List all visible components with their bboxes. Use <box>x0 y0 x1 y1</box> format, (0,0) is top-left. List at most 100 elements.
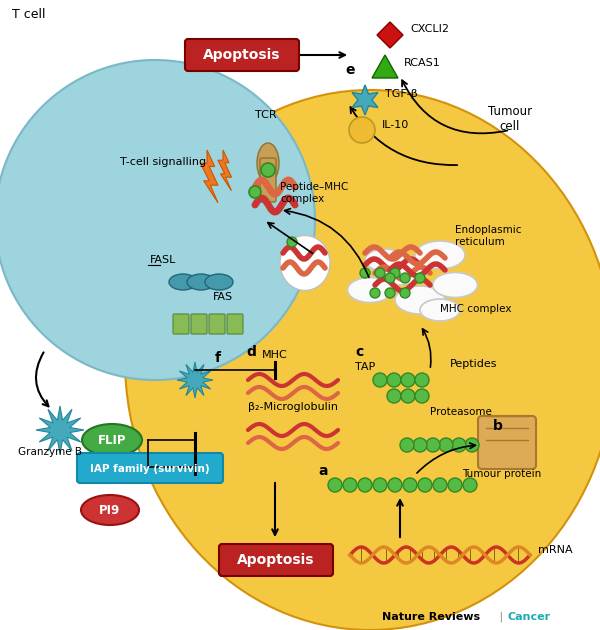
Circle shape <box>463 478 477 492</box>
Circle shape <box>249 186 261 198</box>
Text: TGF-β: TGF-β <box>385 89 418 99</box>
Ellipse shape <box>395 286 445 314</box>
Text: IL-10: IL-10 <box>382 120 409 130</box>
Text: Endoplasmic
reticulum: Endoplasmic reticulum <box>455 226 521 247</box>
Text: FLIP: FLIP <box>98 433 126 447</box>
Circle shape <box>375 268 385 278</box>
Circle shape <box>373 373 387 387</box>
Polygon shape <box>372 55 398 78</box>
Ellipse shape <box>257 143 279 183</box>
Text: f: f <box>215 351 221 365</box>
Circle shape <box>418 478 432 492</box>
Circle shape <box>387 389 401 403</box>
Ellipse shape <box>82 424 142 456</box>
Text: c: c <box>355 345 363 359</box>
Circle shape <box>287 237 297 247</box>
Text: MHC complex: MHC complex <box>440 304 511 314</box>
FancyBboxPatch shape <box>209 314 225 334</box>
Circle shape <box>400 288 410 298</box>
Text: MHC: MHC <box>262 350 288 360</box>
Polygon shape <box>177 362 213 398</box>
Circle shape <box>413 438 427 452</box>
Text: RCAS1: RCAS1 <box>404 58 441 68</box>
Text: mRNA: mRNA <box>538 545 572 555</box>
Circle shape <box>388 478 402 492</box>
Text: Proteasome: Proteasome <box>430 407 492 417</box>
Circle shape <box>360 268 370 278</box>
Text: Granzyme B: Granzyme B <box>18 447 82 457</box>
Text: T cell: T cell <box>12 8 46 21</box>
Ellipse shape <box>365 249 405 271</box>
Polygon shape <box>36 406 84 454</box>
Polygon shape <box>352 85 378 115</box>
Text: Tumour protein: Tumour protein <box>462 469 541 479</box>
Ellipse shape <box>415 241 465 269</box>
Circle shape <box>400 438 414 452</box>
Text: IAP family (survivin): IAP family (survivin) <box>90 464 210 474</box>
Text: b: b <box>493 419 503 433</box>
Polygon shape <box>377 22 403 48</box>
Text: Tumour
cell: Tumour cell <box>488 105 532 133</box>
FancyBboxPatch shape <box>260 158 276 202</box>
Text: Peptide–MHC
complex: Peptide–MHC complex <box>280 183 348 204</box>
FancyBboxPatch shape <box>185 39 299 71</box>
Text: Cancer: Cancer <box>508 612 551 622</box>
Circle shape <box>401 389 415 403</box>
FancyBboxPatch shape <box>77 453 223 483</box>
Circle shape <box>328 478 342 492</box>
Polygon shape <box>200 150 218 203</box>
Circle shape <box>0 60 315 380</box>
Text: FAS: FAS <box>213 292 233 302</box>
Circle shape <box>452 438 466 452</box>
Text: Apoptosis: Apoptosis <box>203 48 281 62</box>
Circle shape <box>390 268 400 278</box>
Circle shape <box>343 478 357 492</box>
Text: CXCLI2: CXCLI2 <box>410 24 449 34</box>
Ellipse shape <box>205 274 233 290</box>
Text: |: | <box>496 612 506 622</box>
Text: d: d <box>246 345 256 359</box>
Ellipse shape <box>280 236 330 290</box>
Text: Apoptosis: Apoptosis <box>237 553 315 567</box>
Text: Nature Reviews: Nature Reviews <box>382 612 480 622</box>
Ellipse shape <box>125 90 600 630</box>
FancyBboxPatch shape <box>219 544 333 576</box>
Circle shape <box>349 117 375 143</box>
Polygon shape <box>218 150 232 191</box>
Ellipse shape <box>81 495 139 525</box>
Circle shape <box>415 389 429 403</box>
Circle shape <box>401 373 415 387</box>
FancyBboxPatch shape <box>478 416 536 469</box>
Text: T-cell signalling: T-cell signalling <box>120 157 206 167</box>
Circle shape <box>385 288 395 298</box>
Circle shape <box>448 478 462 492</box>
FancyBboxPatch shape <box>191 314 207 334</box>
Circle shape <box>415 373 429 387</box>
Circle shape <box>426 438 440 452</box>
Circle shape <box>387 373 401 387</box>
Ellipse shape <box>433 273 478 297</box>
Text: Peptides: Peptides <box>450 359 497 369</box>
FancyBboxPatch shape <box>227 314 243 334</box>
Ellipse shape <box>420 299 460 321</box>
Circle shape <box>433 478 447 492</box>
Text: TAP: TAP <box>355 362 375 372</box>
Circle shape <box>373 478 387 492</box>
Circle shape <box>358 478 372 492</box>
Text: FASL: FASL <box>150 255 176 265</box>
FancyBboxPatch shape <box>173 314 189 334</box>
Circle shape <box>415 273 425 283</box>
Circle shape <box>465 438 479 452</box>
Ellipse shape <box>169 274 197 290</box>
Circle shape <box>385 273 395 283</box>
Circle shape <box>403 478 417 492</box>
Ellipse shape <box>347 277 392 302</box>
Circle shape <box>261 163 275 177</box>
Text: a: a <box>318 464 328 478</box>
Circle shape <box>439 438 453 452</box>
Circle shape <box>400 273 410 283</box>
Text: β₂-Microglobulin: β₂-Microglobulin <box>248 402 338 412</box>
Ellipse shape <box>373 255 427 285</box>
Text: PI9: PI9 <box>100 503 121 517</box>
Circle shape <box>370 288 380 298</box>
